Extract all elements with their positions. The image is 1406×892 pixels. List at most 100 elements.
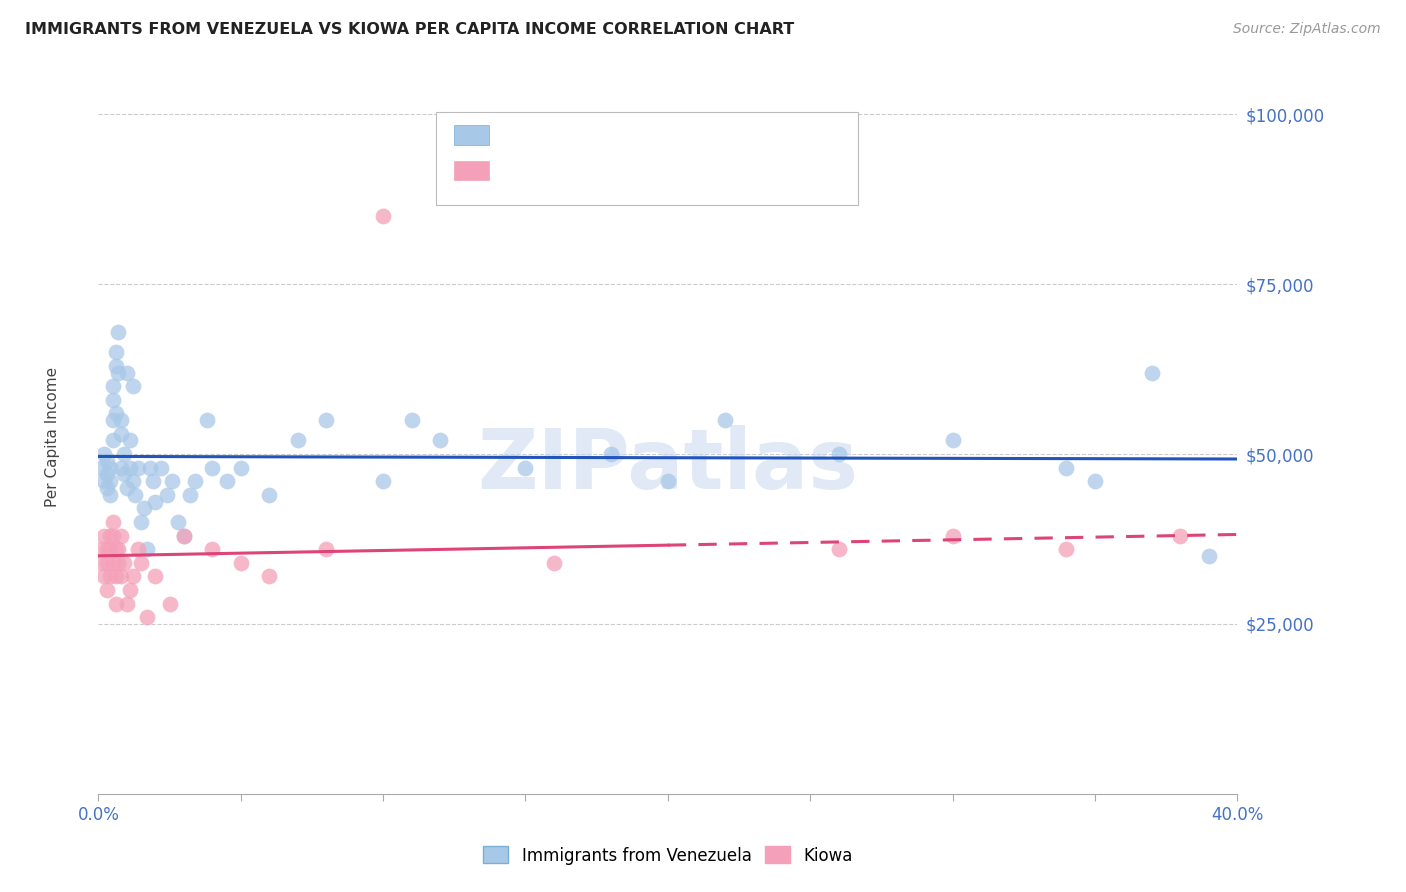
Point: [600, 447, 623, 461]
Point: [201, 460, 224, 475]
Point: [287, 434, 309, 448]
Point: [110, 528, 132, 542]
Point: [112, 447, 135, 461]
Point: [98, 569, 121, 583]
Point: [110, 569, 132, 583]
Point: [118, 582, 141, 597]
Text: Per Capita Income: Per Capita Income: [45, 367, 60, 508]
Point: [90, 542, 112, 557]
Point: [315, 413, 337, 427]
Point: [132, 501, 155, 516]
Point: [112, 556, 135, 570]
Point: [1198, 549, 1220, 563]
Point: [121, 475, 143, 489]
Text: Source: ZipAtlas.com: Source: ZipAtlas.com: [1233, 22, 1381, 37]
Point: [98, 460, 121, 475]
Point: [110, 413, 132, 427]
Point: [141, 475, 163, 489]
Point: [429, 434, 451, 448]
Point: [96, 582, 118, 597]
Point: [127, 542, 149, 557]
Point: [115, 366, 138, 380]
Point: [229, 556, 252, 570]
Text: R =: R =: [499, 161, 536, 179]
Point: [373, 475, 395, 489]
Point: [110, 426, 132, 441]
Point: [124, 488, 146, 502]
Point: [107, 325, 129, 339]
Point: [127, 460, 149, 475]
Text: N =: N =: [605, 126, 652, 144]
Point: [101, 556, 124, 570]
Point: [98, 528, 121, 542]
Point: [828, 542, 851, 557]
Point: [107, 542, 129, 557]
Point: [93, 447, 115, 461]
Point: [96, 481, 118, 495]
Point: [1170, 528, 1192, 542]
Point: [101, 528, 124, 542]
Point: [1140, 366, 1163, 380]
Point: [129, 556, 152, 570]
Point: [162, 475, 184, 489]
Point: [1056, 460, 1078, 475]
Point: [828, 447, 851, 461]
Point: [259, 569, 281, 583]
Point: [173, 528, 195, 542]
Point: [215, 475, 238, 489]
Point: [159, 597, 181, 611]
Point: [104, 569, 127, 583]
Point: [129, 515, 152, 529]
Point: [104, 542, 127, 557]
Text: 64: 64: [657, 126, 679, 144]
Point: [229, 460, 252, 475]
Point: [115, 481, 138, 495]
Point: [145, 569, 167, 583]
Point: [138, 460, 160, 475]
Point: [115, 597, 138, 611]
Point: [373, 209, 395, 223]
Text: 40: 40: [657, 161, 679, 179]
Point: [184, 475, 207, 489]
Point: [150, 460, 173, 475]
Point: [135, 542, 157, 557]
Point: [112, 467, 135, 482]
Point: [121, 379, 143, 393]
Point: [401, 413, 423, 427]
Point: [107, 366, 129, 380]
Point: [101, 434, 124, 448]
Point: [96, 556, 118, 570]
Point: [98, 542, 121, 557]
Point: [101, 515, 124, 529]
Point: [93, 475, 115, 489]
Point: [657, 475, 679, 489]
Point: [96, 542, 118, 557]
Point: [942, 434, 965, 448]
Point: [145, 494, 167, 508]
Point: [167, 515, 190, 529]
Text: N =: N =: [605, 161, 652, 179]
Point: [135, 610, 157, 624]
Point: [104, 597, 127, 611]
Point: [104, 345, 127, 359]
Point: [90, 460, 112, 475]
Point: [98, 488, 121, 502]
Point: [121, 569, 143, 583]
Point: [714, 413, 737, 427]
Point: [96, 454, 118, 468]
Text: 0.088: 0.088: [538, 161, 591, 179]
Point: [93, 569, 115, 583]
Point: [942, 528, 965, 542]
Point: [118, 460, 141, 475]
Point: [156, 488, 179, 502]
Point: [104, 406, 127, 420]
Point: [179, 488, 201, 502]
Point: [110, 460, 132, 475]
Point: [195, 413, 218, 427]
Point: [315, 542, 337, 557]
Point: [104, 359, 127, 373]
Point: [543, 556, 565, 570]
Point: [101, 413, 124, 427]
Point: [93, 528, 115, 542]
Point: [118, 434, 141, 448]
